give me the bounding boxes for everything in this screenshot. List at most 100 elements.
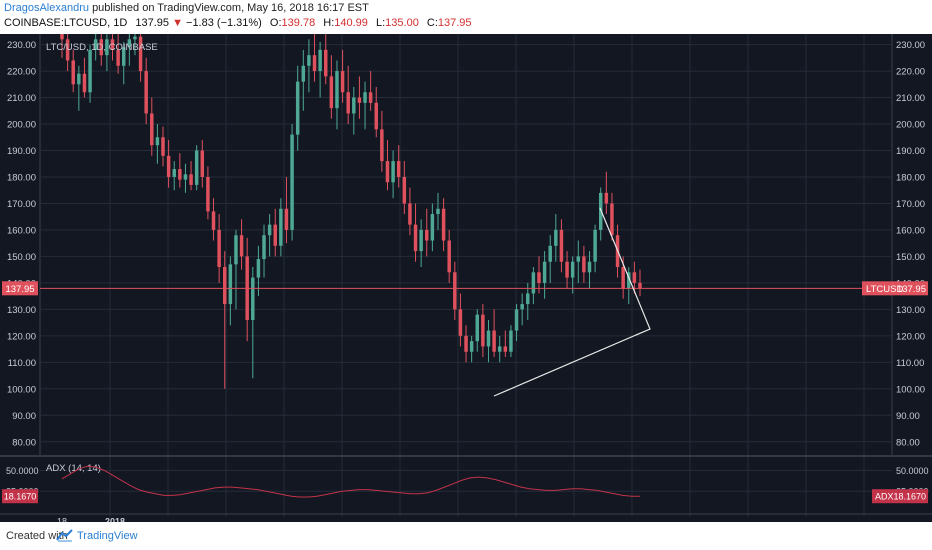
- y-tick-label: 200.00: [7, 120, 36, 131]
- candlestick-chart[interactable]: 80.0090.00100.00110.00120.00130.00140.00…: [0, 31, 932, 527]
- y-tick-label: 90.00: [896, 411, 920, 422]
- candle-body: [475, 314, 480, 342]
- candle-body: [537, 272, 541, 283]
- candle: [430, 203, 435, 252]
- candle: [71, 49, 75, 93]
- time-axis[interactable]: 18 2018: [0, 513, 932, 527]
- candle-body: [267, 224, 272, 236]
- candle: [458, 293, 463, 347]
- candle-body: [503, 346, 508, 352]
- high-value: 140.99: [334, 17, 368, 29]
- candle: [121, 41, 126, 85]
- candle-body: [71, 60, 75, 85]
- candle-body: [391, 161, 395, 183]
- open-value: 139.78: [281, 17, 316, 29]
- candle-body: [408, 203, 412, 225]
- candle-body: [469, 341, 474, 352]
- candle-body: [621, 267, 625, 289]
- candle-body: [307, 55, 311, 66]
- candle-body: [514, 309, 519, 331]
- candle: [368, 71, 373, 111]
- candle: [587, 251, 592, 289]
- candle: [408, 187, 412, 236]
- candle-body: [172, 169, 176, 177]
- footer: Created with TradingView: [0, 522, 932, 550]
- candle-body: [312, 55, 317, 72]
- candle: [610, 192, 614, 241]
- candle: [183, 163, 188, 193]
- candle: [295, 65, 300, 151]
- candle: [357, 76, 362, 119]
- candle: [155, 124, 160, 164]
- candle-body: [436, 208, 440, 215]
- last-price-label-right: 137.95: [897, 284, 926, 295]
- candle: [464, 325, 468, 363]
- candle-body: [301, 65, 306, 82]
- candle-body: [638, 282, 642, 289]
- low-label: L:: [375, 17, 386, 29]
- candle: [138, 34, 143, 82]
- candle-body: [110, 39, 115, 50]
- candle: [133, 34, 137, 56]
- candle: [335, 60, 339, 130]
- candle: [82, 57, 87, 98]
- candle-body: [228, 264, 233, 305]
- candle: [127, 34, 132, 66]
- tradingview-brand-link[interactable]: TradingView: [77, 530, 138, 542]
- y-tick-label: 180.00: [896, 172, 925, 183]
- candle-body: [77, 73, 81, 85]
- candle: [453, 261, 457, 320]
- candle: [363, 81, 367, 130]
- ohlc-line: COINBASE:LTCUSD, 1D 137.95 ▼ −1.83 (−1.3…: [4, 17, 472, 29]
- chart-title: LTC/USD, 1D, COINBASE: [46, 42, 158, 53]
- candle: [273, 208, 277, 257]
- candle-body: [582, 256, 586, 273]
- candle-body: [99, 39, 104, 56]
- y-tick-label: 210.00: [896, 93, 925, 104]
- candle-body: [284, 208, 289, 230]
- adx-tick-label: 50.0000: [896, 466, 929, 476]
- candle: [526, 282, 530, 320]
- author-link[interactable]: DragosAlexandru: [4, 2, 89, 14]
- x-tick-label: 2018: [105, 517, 125, 523]
- candle-body: [458, 309, 463, 336]
- candle: [211, 198, 216, 241]
- candle-body: [604, 192, 609, 204]
- candle: [531, 267, 536, 305]
- candle: [481, 304, 485, 358]
- candle-body: [447, 240, 451, 273]
- candle-body: [65, 39, 70, 61]
- candle: [441, 198, 446, 252]
- chart-area[interactable]: 80.0090.00100.00110.00120.00130.00140.00…: [0, 31, 932, 527]
- symbol-label: COINBASE:LTCUSD, 1D: [4, 17, 128, 29]
- last-price-tag-right: [862, 281, 928, 296]
- y-tick-label: 130.00: [896, 305, 925, 316]
- candle: [99, 34, 104, 66]
- candle-body: [576, 256, 581, 262]
- y-tick-label: 210.00: [7, 93, 36, 104]
- last-price: 137.95: [135, 17, 169, 29]
- right-price-axis[interactable]: 80.0090.00100.00110.00120.00130.00140.00…: [896, 40, 925, 448]
- candle: [436, 192, 440, 230]
- candle: [324, 34, 328, 85]
- candle: [307, 39, 311, 93]
- y-tick-label: 110.00: [896, 358, 924, 369]
- candle-body: [396, 161, 401, 177]
- candle: [110, 34, 115, 61]
- candle: [262, 224, 266, 278]
- candle-body: [441, 208, 446, 241]
- candle-body: [542, 261, 547, 283]
- candle-body: [206, 176, 210, 212]
- chart-header: DragosAlexandru published on TradingView…: [0, 0, 932, 34]
- candle-body: [486, 330, 491, 347]
- candle-body: [340, 71, 345, 93]
- candle: [425, 208, 429, 257]
- left-price-axis[interactable]: 80.0090.00100.00110.00120.00130.00140.00…: [7, 40, 36, 448]
- candle-body: [144, 71, 148, 114]
- candle-body: [273, 224, 277, 246]
- candle-body: [222, 267, 227, 305]
- adx-tick-label: 50.0000: [6, 466, 39, 476]
- candle-body: [194, 150, 199, 185]
- last-price-tag-left: [2, 281, 38, 296]
- candle: [318, 41, 322, 98]
